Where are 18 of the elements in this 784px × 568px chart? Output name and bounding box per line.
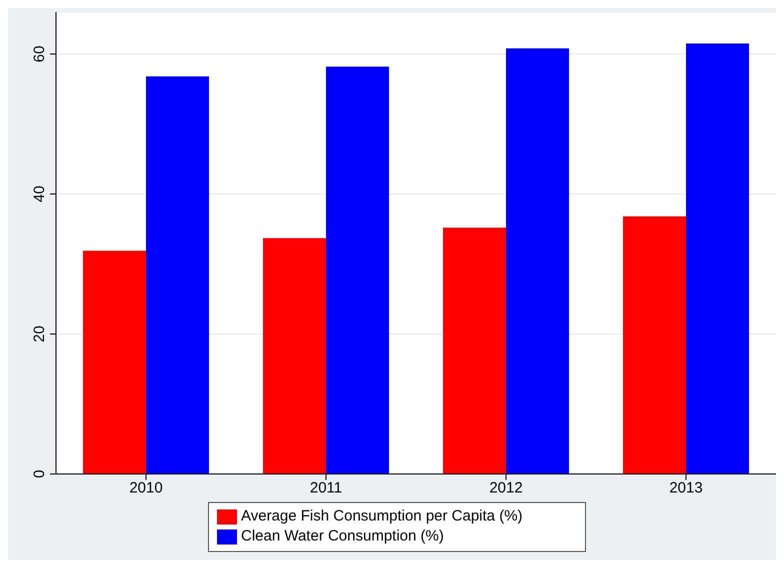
x-tick-label: 2011 [310, 480, 342, 497]
bar [686, 44, 749, 474]
legend-label: Average Fish Consumption per Capita (%) [241, 508, 523, 525]
bar [623, 216, 686, 474]
y-tick-label: 20 [31, 326, 48, 342]
bar [326, 66, 389, 474]
bar [263, 238, 326, 474]
x-tick-label: 2012 [489, 480, 523, 497]
bar [506, 48, 569, 474]
bar [83, 250, 146, 474]
y-tick-label: 60 [31, 46, 48, 62]
x-tick-label: 2013 [669, 480, 703, 497]
y-tick-label: 0 [31, 470, 48, 478]
legend-label: Clean Water Consumption (%) [241, 528, 444, 545]
bar [146, 76, 209, 474]
x-tick-label: 2010 [129, 480, 163, 497]
bar [443, 228, 506, 474]
y-tick-label: 40 [31, 186, 48, 202]
